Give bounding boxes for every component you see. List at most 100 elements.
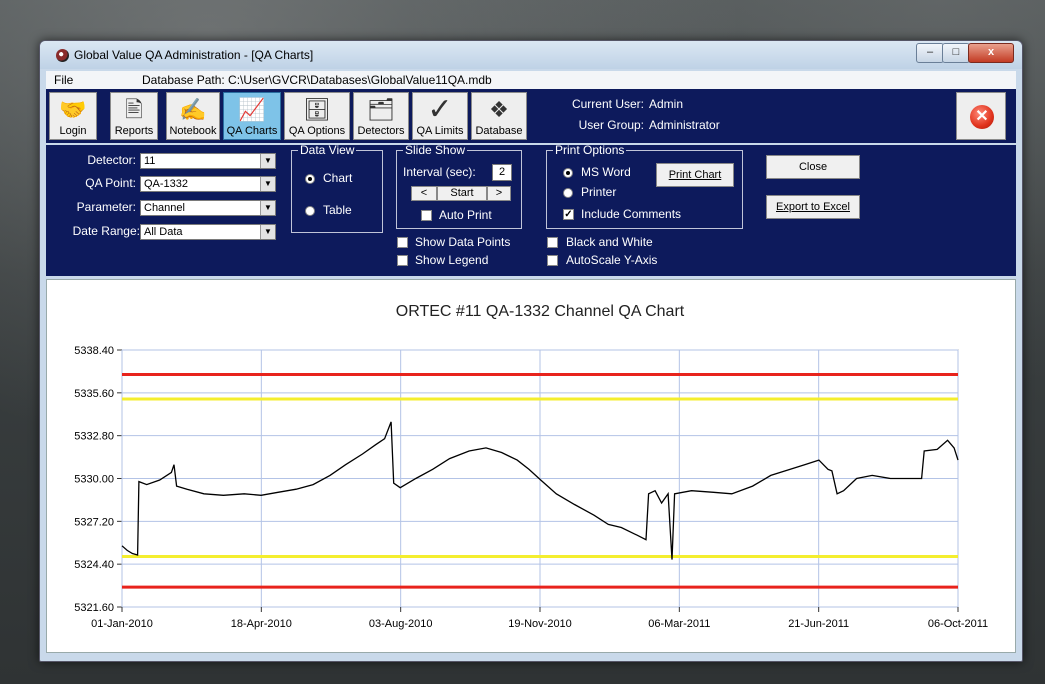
current-user-label: Current User:: [571, 97, 644, 111]
y-tick-label: 5335.60: [74, 388, 114, 400]
show-legend-checkbox[interactable]: [397, 255, 408, 266]
print-chart-button[interactable]: Print Chart: [656, 163, 734, 187]
y-tick-label: 5330.00: [74, 474, 114, 486]
include-comments-checkbox[interactable]: ✓: [563, 209, 574, 220]
window-close-button[interactable]: x: [968, 43, 1014, 63]
close-button[interactable]: Close: [766, 155, 860, 179]
qa-options-label: QA Options: [288, 125, 346, 137]
database-button[interactable]: ❖ Database: [471, 92, 527, 140]
chart-icon: 📈: [238, 97, 266, 122]
database-label: Database: [475, 125, 523, 137]
menu-file[interactable]: File: [54, 73, 74, 87]
y-tick-label: 5332.80: [74, 431, 114, 443]
database-icon: ❖: [489, 97, 509, 122]
detectors-label: Detectors: [357, 125, 405, 137]
date-range-value: All Data: [144, 226, 183, 238]
exit-button[interactable]: ✕: [956, 92, 1006, 140]
chart-radio[interactable]: [305, 174, 315, 184]
qa-point-value: QA-1332: [144, 178, 189, 190]
x-tick-label: 19-Nov-2010: [508, 618, 572, 630]
parameter-select[interactable]: Channel ▼: [140, 200, 276, 216]
toolbar: 🤝 Login 🖹 Reports ✍ Notebook 📈 QA Charts…: [46, 89, 1016, 143]
interval-input[interactable]: 2: [492, 164, 512, 181]
qa-charts-label: QA Charts: [226, 125, 278, 137]
title-bar: Global Value QA Administration - [QA Cha…: [40, 41, 1022, 69]
y-tick-label: 5321.60: [74, 602, 114, 614]
chevron-down-icon: ▼: [260, 225, 275, 239]
data-view-legend: Data View: [300, 143, 355, 157]
notebook-label: Notebook: [169, 125, 217, 137]
data-view-group: Data View: [291, 143, 383, 233]
parameter-label: Parameter:: [76, 200, 136, 214]
detectors-icon: 🗂: [367, 97, 395, 122]
maximize-button[interactable]: □: [942, 43, 970, 63]
data-series-line: [121, 421, 959, 560]
print-options-legend: Print Options: [555, 143, 625, 157]
y-tick-label: 5324.40: [74, 559, 114, 571]
chart-option-label: Chart: [323, 171, 353, 185]
database-path: Database Path: C:\User\GVCR\Databases\Gl…: [142, 73, 492, 87]
chevron-down-icon: ▼: [260, 154, 275, 168]
reports-label: Reports: [114, 125, 154, 137]
black-and-white-label: Black and White: [566, 235, 653, 249]
qa-point-label: QA Point:: [85, 176, 136, 190]
qa-limits-label: QA Limits: [416, 125, 464, 137]
login-label: Login: [59, 125, 87, 137]
black-and-white-checkbox[interactable]: [547, 237, 558, 248]
print-options-group: Print Options: [546, 143, 743, 229]
exit-icon: ✕: [970, 105, 994, 129]
checkmark-icon: ✓: [427, 93, 453, 126]
app-logo-icon: [56, 49, 69, 62]
slide-show-group: Slide Show: [396, 143, 522, 229]
detectors-button[interactable]: 🗂 Detectors: [353, 92, 409, 140]
detector-label: Detector:: [87, 153, 136, 167]
export-to-excel-button[interactable]: Export to Excel: [766, 195, 860, 219]
slide-next-button[interactable]: >: [487, 186, 511, 201]
x-tick-label: 06-Oct-2011: [928, 618, 988, 630]
slide-start-button[interactable]: Start: [437, 186, 487, 201]
slide-prev-button[interactable]: <: [411, 186, 437, 201]
handshake-icon: 🤝: [59, 97, 87, 122]
ms-word-radio[interactable]: [563, 168, 573, 178]
table-radio[interactable]: [305, 206, 315, 216]
autoscale-checkbox[interactable]: [547, 255, 558, 266]
menu-bar: File Database Path: C:\User\GVCR\Databas…: [46, 71, 1016, 89]
auto-print-checkbox[interactable]: [421, 210, 432, 221]
login-button[interactable]: 🤝 Login: [49, 92, 97, 140]
detector-value: 11: [144, 155, 156, 167]
x-tick-label: 06-Mar-2011: [648, 618, 710, 630]
user-group-label: User Group:: [578, 118, 644, 132]
show-data-points-label: Show Data Points: [415, 235, 511, 249]
minimize-button[interactable]: –: [916, 43, 944, 63]
chart-controls-panel: Detector: 11 ▼ QA Point: QA-1332 ▼ Param…: [46, 143, 1016, 276]
date-range-label: Date Range:: [72, 224, 140, 238]
printer-radio[interactable]: [563, 188, 573, 198]
x-tick-label: 03-Aug-2010: [369, 618, 433, 630]
chevron-down-icon: ▼: [260, 177, 275, 191]
user-group-value: Administrator: [649, 118, 720, 132]
qa-limits-button[interactable]: ✓ QA Limits: [412, 92, 468, 140]
table-option-label: Table: [323, 203, 352, 217]
qa-point-select[interactable]: QA-1332 ▼: [140, 176, 276, 192]
notebook-icon: ✍: [179, 97, 207, 122]
app-window: Global Value QA Administration - [QA Cha…: [39, 40, 1023, 662]
qa-options-button[interactable]: 🗄 QA Options: [284, 92, 350, 140]
x-tick-label: 21-Jun-2011: [788, 618, 849, 630]
qa-charts-button[interactable]: 📈 QA Charts: [223, 92, 281, 140]
detector-select[interactable]: 11 ▼: [140, 153, 276, 169]
y-tick-label: 5338.40: [74, 345, 114, 357]
date-range-select[interactable]: All Data ▼: [140, 224, 276, 240]
qa-chart: ORTEC #11 QA-1332 Channel QA Chart 5338.4…: [74, 303, 988, 630]
chevron-down-icon: ▼: [260, 201, 275, 215]
show-data-points-checkbox[interactable]: [397, 237, 408, 248]
slide-show-legend: Slide Show: [405, 143, 466, 157]
printer-label: Printer: [581, 185, 617, 199]
x-tick-label: 01-Jan-2010: [91, 618, 153, 630]
window-title: Global Value QA Administration - [QA Cha…: [74, 48, 314, 62]
parameter-value: Channel: [144, 202, 185, 214]
chart-area: ORTEC #11 QA-1332 Channel QA Chart 5338.4…: [46, 279, 1016, 653]
report-icon: 🖹: [125, 97, 143, 122]
notebook-button[interactable]: ✍ Notebook: [166, 92, 220, 140]
reports-button[interactable]: 🖹 Reports: [110, 92, 158, 140]
auto-print-label: Auto Print: [439, 208, 492, 222]
